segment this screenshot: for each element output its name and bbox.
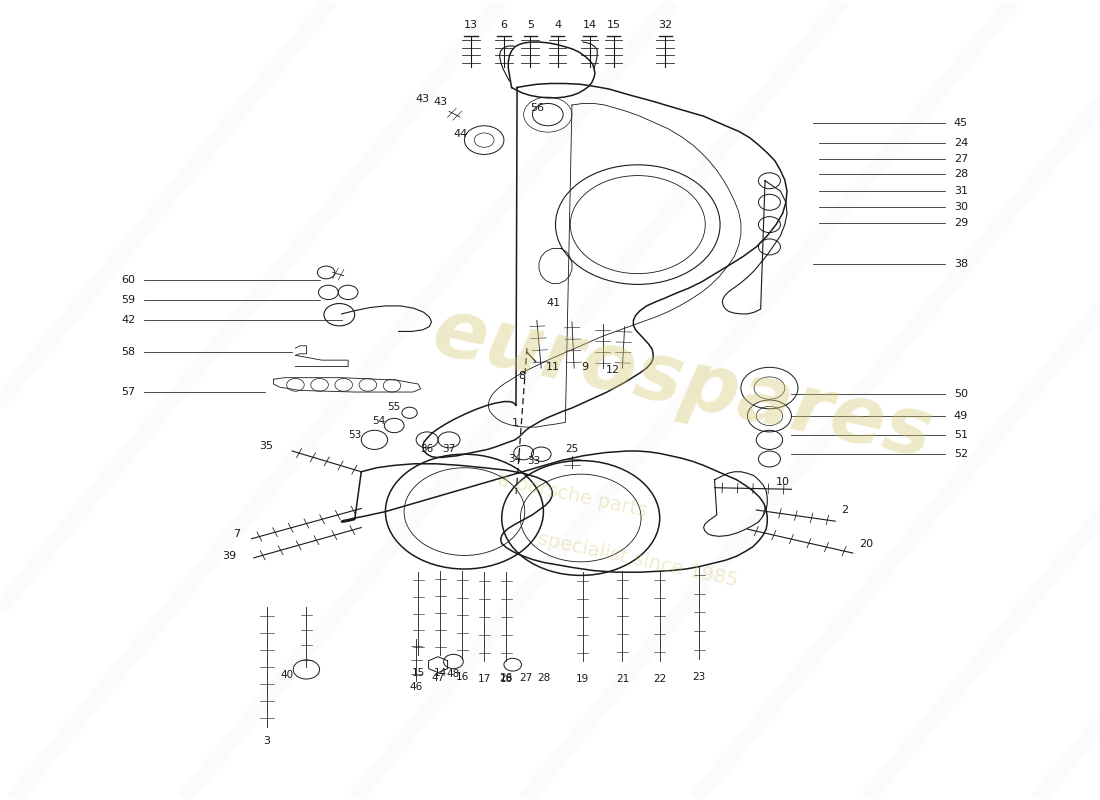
Text: 41: 41 (547, 298, 560, 308)
Text: 54: 54 (372, 416, 385, 426)
Text: 24: 24 (954, 138, 968, 148)
Text: 30: 30 (954, 202, 968, 212)
Text: 42: 42 (121, 315, 135, 326)
Text: 22: 22 (653, 674, 667, 684)
Text: 39: 39 (222, 551, 236, 562)
Text: 28: 28 (537, 673, 550, 682)
Text: 21: 21 (616, 674, 629, 684)
Text: 44: 44 (453, 129, 468, 139)
Text: 13: 13 (464, 20, 478, 30)
Text: 8: 8 (518, 371, 525, 382)
Text: 43: 43 (433, 97, 448, 107)
Text: 36: 36 (420, 444, 433, 454)
Text: 14: 14 (433, 668, 447, 678)
Text: 27: 27 (519, 673, 532, 682)
Text: 7: 7 (233, 529, 241, 539)
Text: 16: 16 (455, 672, 469, 682)
Text: 43: 43 (415, 94, 429, 104)
Text: 37: 37 (442, 444, 455, 454)
Text: 25: 25 (565, 444, 579, 454)
Text: 58: 58 (121, 347, 135, 357)
Text: 26: 26 (499, 673, 513, 682)
Text: 50: 50 (954, 389, 968, 398)
Text: 40: 40 (280, 670, 294, 680)
Text: 15: 15 (606, 20, 620, 30)
Text: 49: 49 (954, 411, 968, 421)
Text: 4: 4 (554, 20, 561, 30)
Text: 51: 51 (954, 430, 968, 440)
Text: 53: 53 (348, 430, 361, 440)
Text: 59: 59 (121, 295, 135, 306)
Text: 35: 35 (260, 442, 274, 451)
Text: 52: 52 (954, 450, 968, 459)
Text: 46: 46 (409, 682, 422, 692)
Text: 23: 23 (693, 672, 706, 682)
Text: 56: 56 (530, 103, 543, 114)
Text: 33: 33 (527, 456, 540, 466)
Text: specialist since 1985: specialist since 1985 (536, 529, 739, 590)
Text: 29: 29 (954, 218, 968, 228)
Text: 18: 18 (499, 674, 513, 684)
Text: 45: 45 (954, 118, 968, 127)
Text: 55: 55 (387, 402, 400, 411)
Text: 31: 31 (954, 186, 968, 196)
Text: 60: 60 (121, 275, 135, 286)
Text: 27: 27 (954, 154, 968, 164)
Text: 19: 19 (576, 674, 590, 684)
Text: 28: 28 (954, 170, 968, 179)
Text: 34: 34 (508, 454, 521, 464)
Text: 10: 10 (776, 477, 790, 486)
Text: 32: 32 (658, 20, 672, 30)
Text: a porsche parts: a porsche parts (496, 470, 648, 521)
Text: 20: 20 (859, 538, 873, 549)
Text: 17: 17 (477, 674, 491, 684)
Text: 3: 3 (263, 736, 271, 746)
Text: 1: 1 (512, 418, 518, 427)
Text: 14: 14 (582, 20, 596, 30)
Text: 12: 12 (605, 365, 619, 375)
Text: 9: 9 (582, 362, 588, 372)
Text: 47: 47 (431, 673, 444, 682)
Text: 5: 5 (527, 20, 534, 30)
Text: 2: 2 (840, 506, 848, 515)
Text: 15: 15 (411, 668, 425, 678)
Text: 6: 6 (500, 20, 507, 30)
Text: 48: 48 (447, 670, 460, 679)
Text: 57: 57 (121, 387, 135, 397)
Text: 11: 11 (547, 362, 560, 372)
Text: eurospares: eurospares (425, 293, 938, 475)
Text: 38: 38 (954, 259, 968, 270)
